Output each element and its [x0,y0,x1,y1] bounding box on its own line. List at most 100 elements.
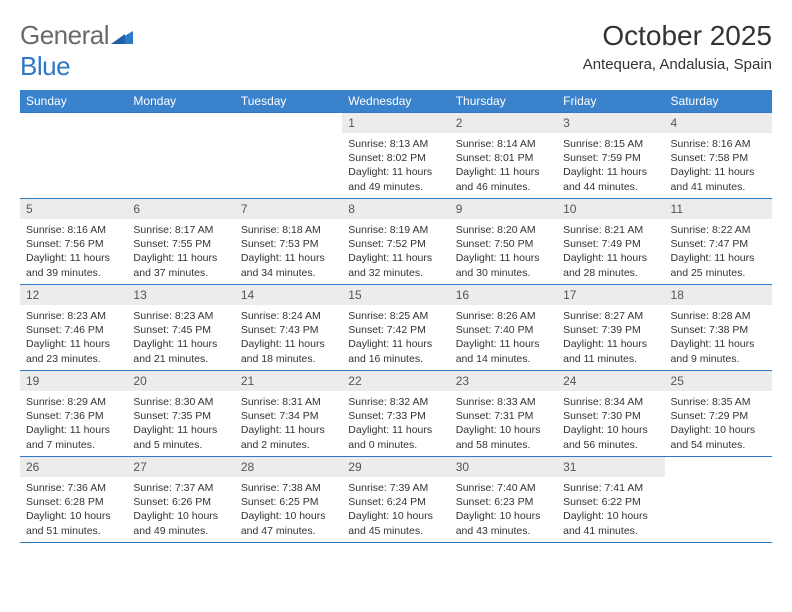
sunset-text: Sunset: 6:24 PM [348,495,443,509]
sunset-text: Sunset: 7:50 PM [456,237,551,251]
day-number: 14 [235,285,342,305]
day-number: 20 [127,371,234,391]
sunrise-text: Sunrise: 8:24 AM [241,309,336,323]
sunrise-text: Sunrise: 8:20 AM [456,223,551,237]
weekday-header: Thursday [450,90,557,113]
sunrise-text: Sunrise: 8:13 AM [348,137,443,151]
daylight-text: Daylight: 11 hours and 5 minutes. [133,423,228,451]
brand-logo: General Blue [20,20,133,82]
sunrise-text: Sunrise: 8:33 AM [456,395,551,409]
day-number: 12 [20,285,127,305]
day-data: Sunrise: 8:22 AMSunset: 7:47 PMDaylight:… [665,219,772,282]
calendar-day-cell: 24Sunrise: 8:34 AMSunset: 7:30 PMDayligh… [557,371,664,457]
daylight-text: Daylight: 11 hours and 30 minutes. [456,251,551,279]
day-number: 2 [450,113,557,133]
daylight-text: Daylight: 11 hours and 21 minutes. [133,337,228,365]
day-data: Sunrise: 8:23 AMSunset: 7:46 PMDaylight:… [20,305,127,368]
daylight-text: Daylight: 11 hours and 41 minutes. [671,165,766,193]
day-data: Sunrise: 8:26 AMSunset: 7:40 PMDaylight:… [450,305,557,368]
sunrise-text: Sunrise: 8:14 AM [456,137,551,151]
sunrise-text: Sunrise: 8:31 AM [241,395,336,409]
daylight-text: Daylight: 11 hours and 9 minutes. [671,337,766,365]
sunset-text: Sunset: 7:58 PM [671,151,766,165]
day-number: 18 [665,285,772,305]
day-number: 29 [342,457,449,477]
weekday-header: Monday [127,90,234,113]
day-number: 7 [235,199,342,219]
sunset-text: Sunset: 7:55 PM [133,237,228,251]
day-number: 17 [557,285,664,305]
daylight-text: Daylight: 11 hours and 14 minutes. [456,337,551,365]
day-data: Sunrise: 8:34 AMSunset: 7:30 PMDaylight:… [557,391,664,454]
day-data: Sunrise: 8:30 AMSunset: 7:35 PMDaylight:… [127,391,234,454]
daylight-text: Daylight: 11 hours and 11 minutes. [563,337,658,365]
day-number: 21 [235,371,342,391]
sunset-text: Sunset: 8:01 PM [456,151,551,165]
calendar-day-cell: 11Sunrise: 8:22 AMSunset: 7:47 PMDayligh… [665,199,772,285]
sunrise-text: Sunrise: 8:26 AM [456,309,551,323]
calendar-week-row: 19Sunrise: 8:29 AMSunset: 7:36 PMDayligh… [20,371,772,457]
sunrise-text: Sunrise: 8:22 AM [671,223,766,237]
brand-name-part2: Blue [20,51,70,81]
day-number: 22 [342,371,449,391]
day-data: Sunrise: 7:39 AMSunset: 6:24 PMDaylight:… [342,477,449,540]
calendar-day-cell: 27Sunrise: 7:37 AMSunset: 6:26 PMDayligh… [127,457,234,543]
calendar-day-cell: 13Sunrise: 8:23 AMSunset: 7:45 PMDayligh… [127,285,234,371]
day-number: 13 [127,285,234,305]
daylight-text: Daylight: 10 hours and 51 minutes. [26,509,121,537]
sunrise-text: Sunrise: 7:40 AM [456,481,551,495]
calendar-day-cell: 12Sunrise: 8:23 AMSunset: 7:46 PMDayligh… [20,285,127,371]
day-data: Sunrise: 8:33 AMSunset: 7:31 PMDaylight:… [450,391,557,454]
calendar-day-cell: 17Sunrise: 8:27 AMSunset: 7:39 PMDayligh… [557,285,664,371]
daylight-text: Daylight: 10 hours and 49 minutes. [133,509,228,537]
sunset-text: Sunset: 7:29 PM [671,409,766,423]
sunset-text: Sunset: 6:25 PM [241,495,336,509]
day-data: Sunrise: 8:13 AMSunset: 8:02 PMDaylight:… [342,133,449,196]
calendar-day-cell: 18Sunrise: 8:28 AMSunset: 7:38 PMDayligh… [665,285,772,371]
brand-name: General Blue [20,20,133,82]
calendar-day-cell: 7Sunrise: 8:18 AMSunset: 7:53 PMDaylight… [235,199,342,285]
sunset-text: Sunset: 7:45 PM [133,323,228,337]
sunset-text: Sunset: 7:34 PM [241,409,336,423]
sunset-text: Sunset: 7:52 PM [348,237,443,251]
day-data: Sunrise: 8:17 AMSunset: 7:55 PMDaylight:… [127,219,234,282]
day-number: 26 [20,457,127,477]
calendar-day-cell: 16Sunrise: 8:26 AMSunset: 7:40 PMDayligh… [450,285,557,371]
calendar-day-cell: 29Sunrise: 7:39 AMSunset: 6:24 PMDayligh… [342,457,449,543]
day-number: 31 [557,457,664,477]
day-data: Sunrise: 8:28 AMSunset: 7:38 PMDaylight:… [665,305,772,368]
sunrise-text: Sunrise: 7:39 AM [348,481,443,495]
sunset-text: Sunset: 7:30 PM [563,409,658,423]
sunset-text: Sunset: 7:43 PM [241,323,336,337]
day-number: 5 [20,199,127,219]
day-data: Sunrise: 7:41 AMSunset: 6:22 PMDaylight:… [557,477,664,540]
day-data: Sunrise: 8:20 AMSunset: 7:50 PMDaylight:… [450,219,557,282]
day-data: Sunrise: 8:25 AMSunset: 7:42 PMDaylight:… [342,305,449,368]
day-data: Sunrise: 8:18 AMSunset: 7:53 PMDaylight:… [235,219,342,282]
day-number: 23 [450,371,557,391]
calendar-day-cell: 19Sunrise: 8:29 AMSunset: 7:36 PMDayligh… [20,371,127,457]
sunset-text: Sunset: 6:28 PM [26,495,121,509]
sunset-text: Sunset: 7:33 PM [348,409,443,423]
calendar-body: 1Sunrise: 8:13 AMSunset: 8:02 PMDaylight… [20,113,772,543]
calendar-day-cell [127,113,234,199]
calendar-table: SundayMondayTuesdayWednesdayThursdayFrid… [20,90,772,543]
weekday-header: Sunday [20,90,127,113]
brand-name-part1: General [20,20,109,50]
daylight-text: Daylight: 10 hours and 56 minutes. [563,423,658,451]
daylight-text: Daylight: 11 hours and 16 minutes. [348,337,443,365]
brand-triangle-icon [111,20,133,51]
day-data: Sunrise: 8:15 AMSunset: 7:59 PMDaylight:… [557,133,664,196]
sunrise-text: Sunrise: 7:37 AM [133,481,228,495]
calendar-day-cell: 14Sunrise: 8:24 AMSunset: 7:43 PMDayligh… [235,285,342,371]
sunset-text: Sunset: 7:46 PM [26,323,121,337]
daylight-text: Daylight: 10 hours and 54 minutes. [671,423,766,451]
daylight-text: Daylight: 11 hours and 28 minutes. [563,251,658,279]
calendar-day-cell: 25Sunrise: 8:35 AMSunset: 7:29 PMDayligh… [665,371,772,457]
sunrise-text: Sunrise: 7:41 AM [563,481,658,495]
daylight-text: Daylight: 11 hours and 49 minutes. [348,165,443,193]
sunset-text: Sunset: 7:42 PM [348,323,443,337]
sunrise-text: Sunrise: 8:29 AM [26,395,121,409]
day-number: 6 [127,199,234,219]
daylight-text: Daylight: 10 hours and 45 minutes. [348,509,443,537]
